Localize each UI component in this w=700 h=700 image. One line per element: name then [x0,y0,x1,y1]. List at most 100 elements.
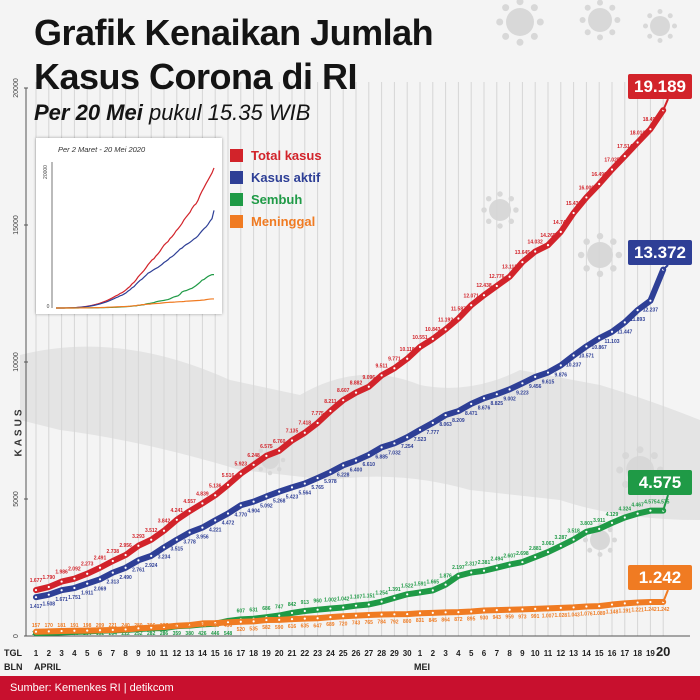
data-label-sembuh: 607 [237,608,246,614]
data-label-meninggal: 306 [147,623,156,629]
data-point-total [60,580,63,583]
data-label-aktif: 5.268 [273,499,286,505]
data-label-total: 2.092 [68,567,81,573]
x-tick-label: 20 [275,649,284,658]
data-point-aktif [137,559,140,562]
x-tick-label: 12 [556,649,565,658]
callout-pointer-sembuh [662,494,669,511]
data-point-total [406,357,409,360]
data-label-meninggal: 170 [45,623,54,629]
data-label-aktif: 9.615 [542,380,555,386]
x-axis-month-april: APRIL [34,662,62,672]
data-point-sembuh [623,516,626,519]
data-point-total [495,284,498,288]
data-point-aktif [482,397,486,400]
data-point-aktif [111,571,114,574]
data-point-aktif [188,531,191,534]
data-label-sembuh: 4.467 [631,503,644,509]
data-label-meninggal: 720 [339,621,348,627]
data-label-sembuh: 1.002 [324,598,337,604]
data-point-aktif [431,421,434,425]
virus-icon-spike [647,33,653,39]
data-label-sembuh: 222 [121,631,130,637]
x-tick-label: 7 [495,649,500,658]
x-tick-label: 16 [224,649,233,658]
data-point-total [188,510,191,513]
data-label-meninggal: 520 [237,627,246,633]
virus-icon-spike [609,4,616,11]
data-label-aktif: 4.221 [209,527,222,533]
x-tick-label: 5 [469,649,474,658]
data-label-meninggal: 1.242 [644,607,657,613]
inset-chart-svg: Per 2 Maret - 20 Mei 2020 20000 0 [43,145,215,310]
data-point-total [354,391,358,394]
data-point-aktif [572,354,575,357]
data-point-total [598,182,601,186]
callout-pointer-total [662,98,669,111]
data-label-sembuh: 2.381 [478,560,491,566]
virus-icon-spike [502,32,510,40]
data-point-aktif [175,538,178,541]
data-label-aktif: 1.751 [68,595,81,601]
x-tick-label: 15 [595,649,604,658]
data-point-meninggal [137,627,140,630]
callout-value-sembuh: 4.575 [639,473,682,492]
data-point-aktif [342,464,345,467]
x-tick-label: 18 [633,649,642,658]
callout-total: 19.189 [628,74,692,111]
data-label-sembuh: 1.665 [427,579,440,585]
data-point-sembuh [610,521,614,524]
data-label-total: 5.136 [209,483,222,489]
data-point-aktif [303,482,306,485]
data-label-sembuh: 3.803 [580,521,593,527]
x-tick-label: 4 [456,649,461,658]
data-label-aktif: 4.904 [247,509,260,515]
data-point-meninggal [150,626,153,629]
callout-value-aktif: 13.372 [634,243,686,262]
data-label-total: 3.512 [145,528,158,534]
virus-icon-spike [516,0,524,6]
data-point-sembuh [559,544,562,548]
data-point-total [111,559,114,563]
data-label-meninggal: 157 [32,623,41,629]
subtitle-date: Per 20 Mei [34,100,143,125]
virus-icon-spike [280,457,286,463]
data-point-meninggal [521,608,524,611]
y-axis-label: KASUS [13,406,25,457]
data-point-meninggal [278,618,281,621]
data-point-sembuh [303,609,306,613]
virus-icon-body [506,8,534,36]
data-label-total: 9.771 [388,356,401,362]
data-label-aktif: 7.523 [414,437,427,443]
source-bar: Sumber: Kemenkes RI | detikcom [0,676,700,700]
data-point-sembuh [444,583,447,586]
data-label-meninggal: 191 [70,623,79,629]
data-point-aktif [367,453,370,456]
virus-icon-spike [647,13,653,19]
data-label-total: 7.775 [311,411,324,417]
inset-series-line-sembuh [55,274,214,309]
data-point-meninggal [290,618,294,621]
data-label-meninggal: 535 [249,626,258,632]
data-point-aktif [380,446,383,449]
data-label-total: 7.418 [299,421,312,427]
virus-icon-body [650,16,670,36]
data-label-sembuh: 1.254 [375,591,388,597]
legend-item-total: Total kasus [230,144,322,166]
data-label-meninggal: 1.221 [631,608,644,614]
data-label-aktif: 2.313 [107,580,120,586]
virus-icon [496,0,544,46]
x-tick-label: 13 [569,649,578,658]
data-label-aktif: 8.676 [478,405,491,411]
x-axis-tgl-label: TGL [4,648,22,658]
virus-icon-spike [579,17,586,23]
inset-y-bottom-label: 0 [47,304,50,310]
data-point-sembuh [406,593,409,596]
data-point-total [521,261,524,264]
data-point-total [508,275,511,278]
data-label-total: 10.551 [412,335,428,341]
y-tick-label: 10000 [13,352,20,372]
data-label-sembuh: 686 [262,606,271,612]
data-point-meninggal [406,612,409,616]
data-point-total [444,328,447,331]
